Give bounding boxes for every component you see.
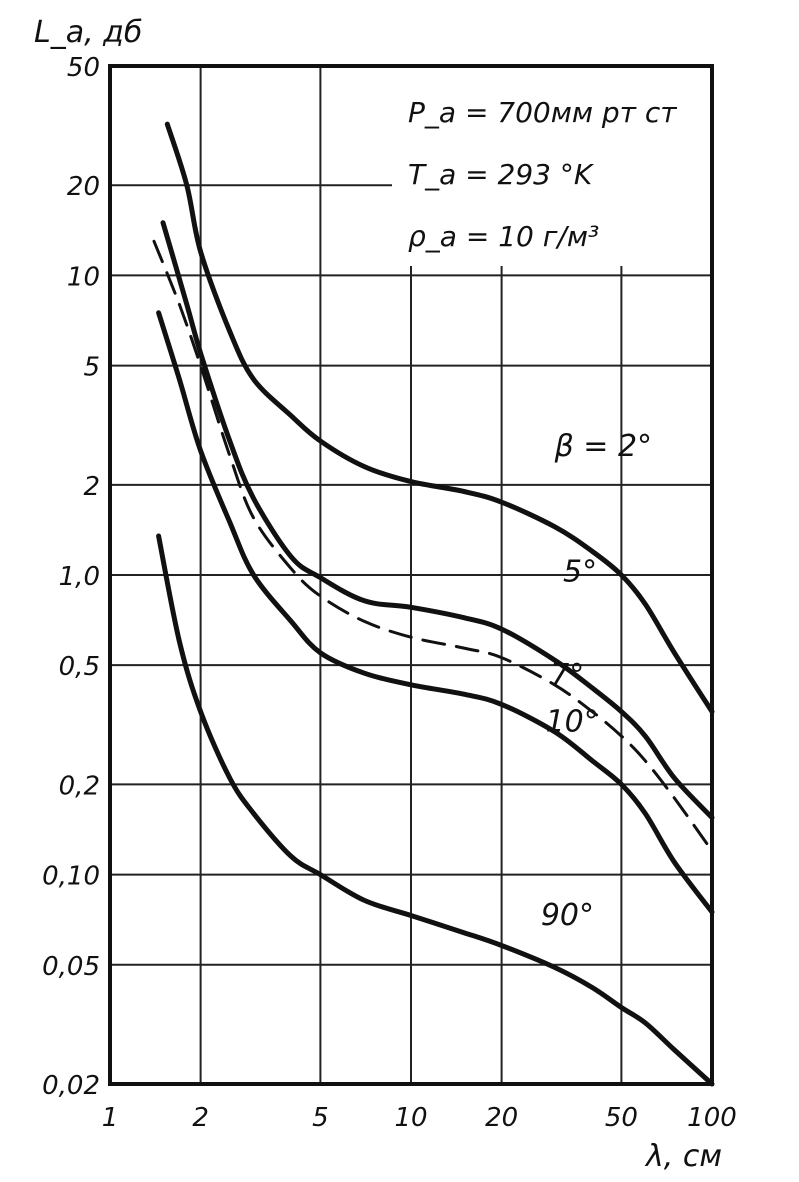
y-axis-label: L_a, дб xyxy=(34,15,142,50)
y-tick-label: 0,10 xyxy=(42,862,100,892)
annotation-line: ρ_a = 10 г/м³ xyxy=(408,220,599,253)
y-tick-label: 2 xyxy=(83,472,100,502)
plot-frame xyxy=(108,64,714,1086)
series-line-0 xyxy=(164,121,715,715)
y-tick-label: 0,2 xyxy=(59,771,100,801)
x-tick-label: 10 xyxy=(394,1103,427,1133)
conditions-annotation: P_a = 700мм рт ст T_a = 293 °K ρ_a = 10 г/… xyxy=(392,68,710,266)
x-tick-label: 2 xyxy=(192,1103,209,1133)
x-tick-label: 50 xyxy=(605,1103,638,1133)
annotation-background xyxy=(392,68,710,266)
series-label-0: β = 2° xyxy=(554,429,652,464)
y-tick-label: 0,02 xyxy=(42,1071,100,1101)
y-tick-label: 1,0 xyxy=(59,562,100,592)
series-label-2: 7° xyxy=(550,658,584,693)
series-line-2 xyxy=(152,239,714,853)
y-tick-label: 5 xyxy=(83,353,100,383)
y-tick-label: 10 xyxy=(67,262,100,292)
x-tick-label: 20 xyxy=(485,1103,518,1133)
y-tick-label: 0,05 xyxy=(42,952,100,982)
x-tick-labels: 1 2 5 10 20 50 100 xyxy=(102,1103,737,1133)
y-tick-label: 0,5 xyxy=(59,652,100,682)
y-tick-label: 50 xyxy=(67,53,100,83)
series-label-1: 5° xyxy=(563,555,597,590)
series-line-4 xyxy=(156,533,715,1087)
series-labels: β = 2° 5° 7° 10° 90° xyxy=(541,429,652,933)
series-label-3: 10° xyxy=(546,705,599,740)
x-axis-label: λ, см xyxy=(644,1139,722,1174)
x-tick-label: 100 xyxy=(687,1103,737,1133)
series-label-4: 90° xyxy=(541,898,594,933)
series-line-1 xyxy=(160,220,715,821)
series-line-3 xyxy=(156,310,715,915)
curves xyxy=(152,121,715,1087)
x-tick-label: 1 xyxy=(102,1103,119,1133)
annotation-line: P_a = 700мм рт ст xyxy=(408,96,677,129)
y-tick-labels: 50 20 10 5 2 1,0 0,5 0,2 0,10 0,05 0,02 xyxy=(42,53,100,1101)
annotation-line: T_a = 293 °K xyxy=(408,158,595,191)
x-tick-label: 5 xyxy=(312,1103,329,1133)
y-tick-label: 20 xyxy=(67,172,100,202)
